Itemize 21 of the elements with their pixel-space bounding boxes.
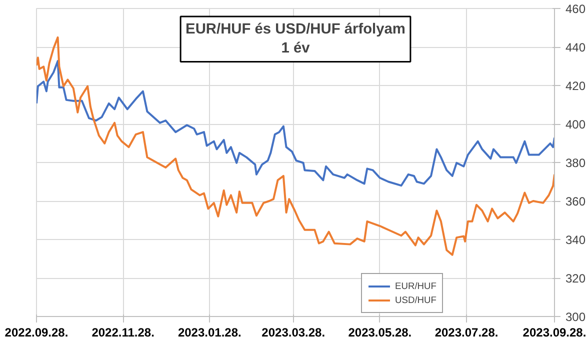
- x-tick-label: 2023.01.28.: [178, 326, 242, 339]
- text: EUR/HUF és USD/HUF árfolyam 1 év: [186, 22, 406, 57]
- y-tick-label: 420: [566, 79, 586, 93]
- x-tick-label: 2023.05.28.: [348, 326, 412, 339]
- y-tick-label: 380: [566, 156, 586, 170]
- legend-label: EUR/HUF: [395, 280, 436, 292]
- y-tick-label: 340: [566, 233, 586, 247]
- x-tick-label: 2022.09.28.: [4, 326, 68, 339]
- legend-label: USD/HUF: [395, 294, 436, 306]
- line-series: [36, 36, 554, 256]
- line-series: [36, 60, 554, 187]
- y-tick-label: 460: [566, 2, 586, 16]
- y-tick-label: 400: [566, 118, 586, 132]
- x-tick-label: 2022.11.28.: [92, 326, 154, 339]
- y-tick-label: 300: [566, 310, 586, 324]
- x-tick-label: 2023.07.28.: [434, 326, 498, 339]
- y-tick-label: 360: [566, 194, 586, 208]
- x-tick-label: 2023.03.28.: [262, 326, 326, 339]
- y-tick-label: 440: [566, 40, 586, 54]
- x-tick-label: 2023.09.28.: [522, 326, 586, 339]
- y-tick-label: 320: [566, 272, 586, 286]
